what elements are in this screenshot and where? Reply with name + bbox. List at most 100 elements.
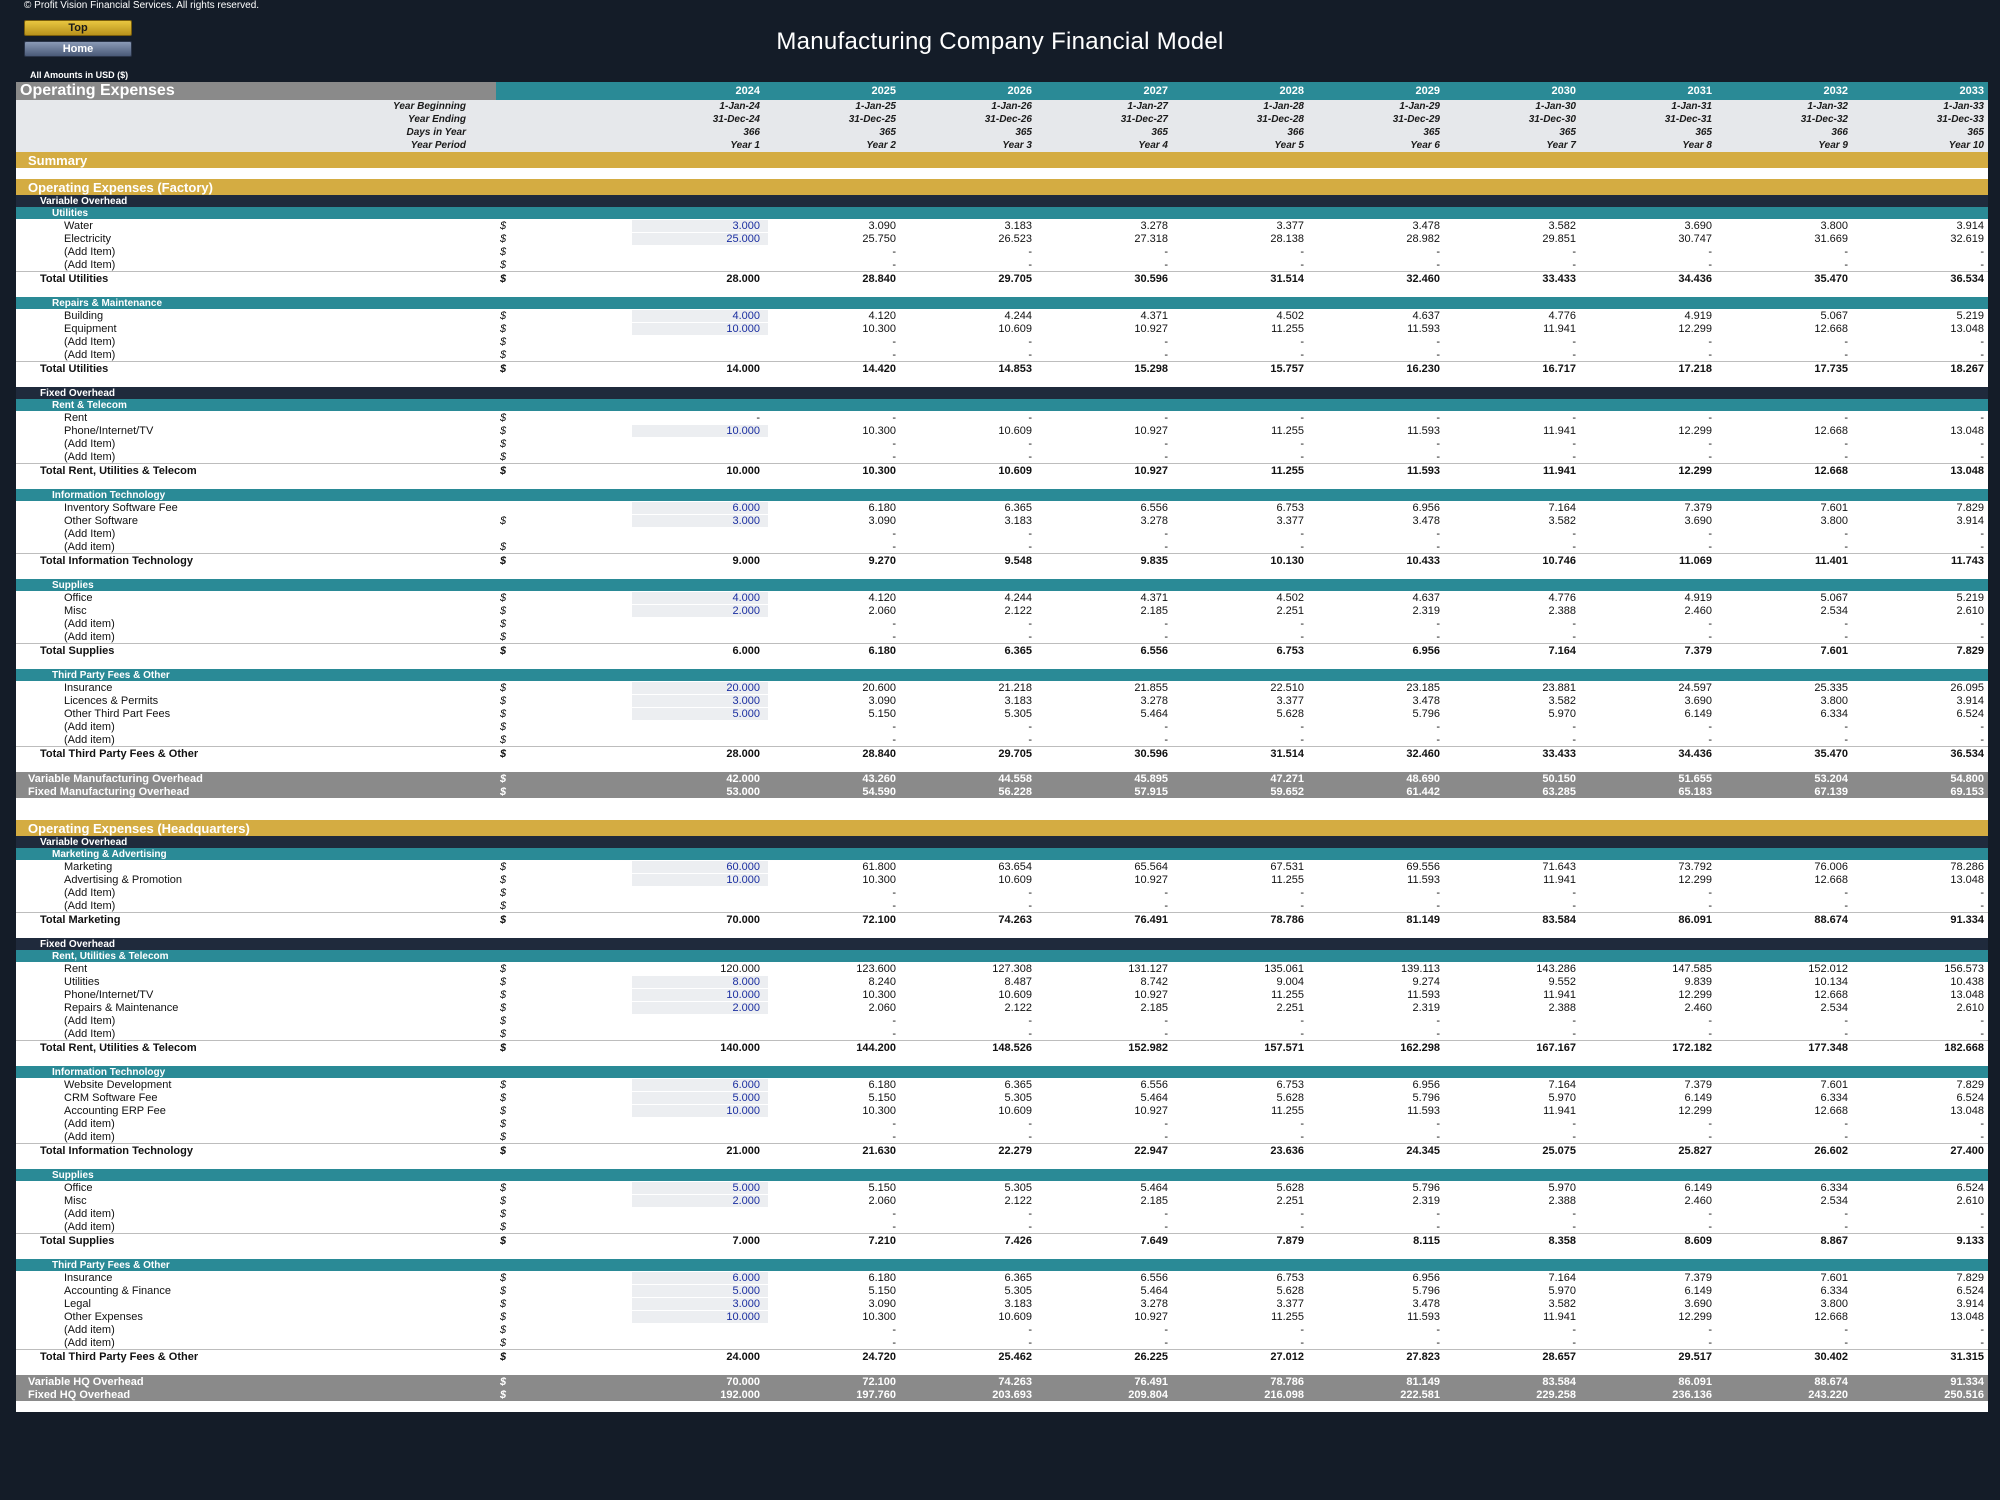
timeline-cell: 31-Dec-32 bbox=[1800, 114, 1848, 125]
value-cell: 10.927 bbox=[1134, 1104, 1168, 1117]
value-cell: - bbox=[892, 617, 896, 630]
input-cell[interactable]: 2.000 bbox=[632, 604, 768, 617]
input-cell[interactable]: 4.000 bbox=[632, 591, 768, 604]
value-cell: - bbox=[1980, 720, 1984, 733]
input-cell[interactable]: 8.000 bbox=[632, 975, 768, 988]
value-cell: 12.299 bbox=[1678, 1310, 1712, 1323]
input-cell[interactable]: 5.000 bbox=[632, 1181, 768, 1194]
value-cell: 61.800 bbox=[862, 860, 896, 873]
value-cell: 4.637 bbox=[1412, 591, 1440, 604]
input-cell[interactable]: 10.000 bbox=[632, 988, 768, 1001]
timeline-cell: 365 bbox=[879, 127, 896, 138]
value-cell: 27.823 bbox=[1406, 1351, 1440, 1363]
timeline-cell: 31-Dec-31 bbox=[1664, 114, 1712, 125]
home-button[interactable]: Home bbox=[24, 41, 132, 57]
input-cell[interactable]: 10.000 bbox=[632, 1310, 768, 1323]
value-cell: 10.746 bbox=[1542, 555, 1576, 567]
input-cell[interactable]: 4.000 bbox=[632, 309, 768, 322]
value-cell: 11.593 bbox=[1407, 1310, 1440, 1323]
input-cell[interactable]: 20.000 bbox=[632, 681, 768, 694]
timeline-cell: 31-Dec-24 bbox=[712, 114, 760, 125]
line-item-row: Office $5.000 5.150 5.305 5.464 5.628 5.796 5.9… bbox=[16, 1181, 1988, 1194]
year-header: 2026 bbox=[1007, 85, 1032, 97]
value-cell: - bbox=[1436, 617, 1440, 630]
input-cell[interactable]: 6.000 bbox=[632, 1078, 768, 1091]
value-cell: - bbox=[1164, 258, 1168, 271]
row-label: Information Technology bbox=[52, 489, 166, 501]
input-cell[interactable]: 3.000 bbox=[632, 514, 768, 527]
input-cell[interactable]: 25.000 bbox=[632, 232, 768, 245]
input-cell[interactable]: 10.000 bbox=[632, 322, 768, 335]
timeline-cell: 31-Dec-26 bbox=[984, 114, 1032, 125]
value-cell: 10.134 bbox=[1814, 975, 1848, 988]
row-label: Website Development bbox=[64, 1078, 172, 1091]
unit-cell: $ bbox=[500, 219, 507, 232]
value-cell: - bbox=[1300, 1207, 1304, 1220]
input-cell[interactable]: 10.000 bbox=[632, 1104, 768, 1117]
input-cell[interactable]: 2.000 bbox=[632, 1001, 768, 1014]
row-label: (Add item) bbox=[64, 617, 115, 630]
timeline-cell: 31-Dec-27 bbox=[1120, 114, 1168, 125]
value-cell: 78.786 bbox=[1270, 1375, 1304, 1388]
value-cell: - bbox=[1300, 1027, 1304, 1040]
line-item-row: (Add Item) - - - - - - - - - bbox=[16, 527, 1988, 540]
unit-cell: $ bbox=[500, 681, 507, 694]
value-cell: - bbox=[1028, 1027, 1032, 1040]
value-cell: - bbox=[1164, 411, 1168, 424]
input-cell[interactable]: 3.000 bbox=[632, 219, 768, 232]
input-cell[interactable]: 60.000 bbox=[632, 860, 768, 873]
value-cell: 7.164 bbox=[1548, 645, 1576, 657]
value-cell: - bbox=[1436, 1130, 1440, 1143]
value-cell: 36.534 bbox=[1950, 748, 1984, 760]
row-label: Summary bbox=[28, 152, 88, 168]
value-cell: 10.300 bbox=[862, 873, 896, 886]
timeline-cell: Year 3 bbox=[1002, 140, 1032, 151]
value-cell: - bbox=[1028, 1323, 1032, 1336]
value-cell: 3.377 bbox=[1276, 694, 1304, 707]
value-cell: 5.219 bbox=[1956, 309, 1984, 322]
input-cell[interactable]: 5.000 bbox=[632, 707, 768, 720]
value-cell: 5.464 bbox=[1140, 1091, 1168, 1104]
row-label: Marketing & Advertising bbox=[52, 848, 167, 860]
input-cell[interactable]: 2.000 bbox=[632, 1194, 768, 1207]
row-label: (Add Item) bbox=[64, 450, 116, 463]
value-cell: - bbox=[1980, 886, 1984, 899]
row-label: Variable Manufacturing Overhead bbox=[28, 772, 203, 785]
value-cell: - bbox=[1028, 245, 1032, 258]
top-button[interactable]: Top bbox=[24, 20, 132, 36]
value-cell: 7.601 bbox=[1820, 645, 1848, 657]
value-cell: 5.150 bbox=[868, 707, 896, 720]
value-cell: 250.516 bbox=[1944, 1388, 1984, 1401]
value-cell: 3.800 bbox=[1820, 219, 1848, 232]
input-cell[interactable]: 10.000 bbox=[632, 424, 768, 437]
value-cell: - bbox=[1436, 1336, 1440, 1349]
input-cell[interactable]: 3.000 bbox=[632, 694, 768, 707]
value-cell: 157.571 bbox=[1264, 1042, 1304, 1054]
timeline-cell: 366 bbox=[1287, 127, 1304, 138]
input-cell[interactable]: 6.000 bbox=[632, 1271, 768, 1284]
value-cell: 120.000 bbox=[720, 962, 760, 975]
value-cell: 30.402 bbox=[1814, 1351, 1848, 1363]
row-label: (Add Item) bbox=[64, 899, 116, 912]
timeline-cell: 1-Jan-28 bbox=[1263, 101, 1304, 112]
input-cell[interactable]: 6.000 bbox=[632, 501, 768, 514]
value-cell: - bbox=[892, 437, 896, 450]
value-cell: 31.669 bbox=[1814, 232, 1848, 245]
input-cell[interactable]: 5.000 bbox=[632, 1091, 768, 1104]
total-row: Total Supplies $6.000 6.180 6.365 6.556 6.753… bbox=[16, 643, 1988, 658]
value-cell: - bbox=[1980, 437, 1984, 450]
line-item-row: (Add item) $ - - - - - - - - - bbox=[16, 733, 1988, 746]
timeline-label: Year Period bbox=[410, 140, 466, 151]
input-cell[interactable]: 3.000 bbox=[632, 1297, 768, 1310]
value-cell: 7.379 bbox=[1684, 1271, 1712, 1284]
value-cell: - bbox=[1572, 1323, 1576, 1336]
input-cell[interactable]: 5.000 bbox=[632, 1284, 768, 1297]
value-cell: 8.115 bbox=[1413, 1235, 1440, 1247]
input-cell[interactable]: 10.000 bbox=[632, 873, 768, 886]
value-cell: 7.379 bbox=[1684, 645, 1712, 657]
timeline-cell: 365 bbox=[1695, 127, 1712, 138]
value-cell: - bbox=[1572, 617, 1576, 630]
value-cell: 12.668 bbox=[1814, 988, 1848, 1001]
row-label: Misc bbox=[64, 1194, 87, 1207]
value-cell: - bbox=[1572, 411, 1576, 424]
